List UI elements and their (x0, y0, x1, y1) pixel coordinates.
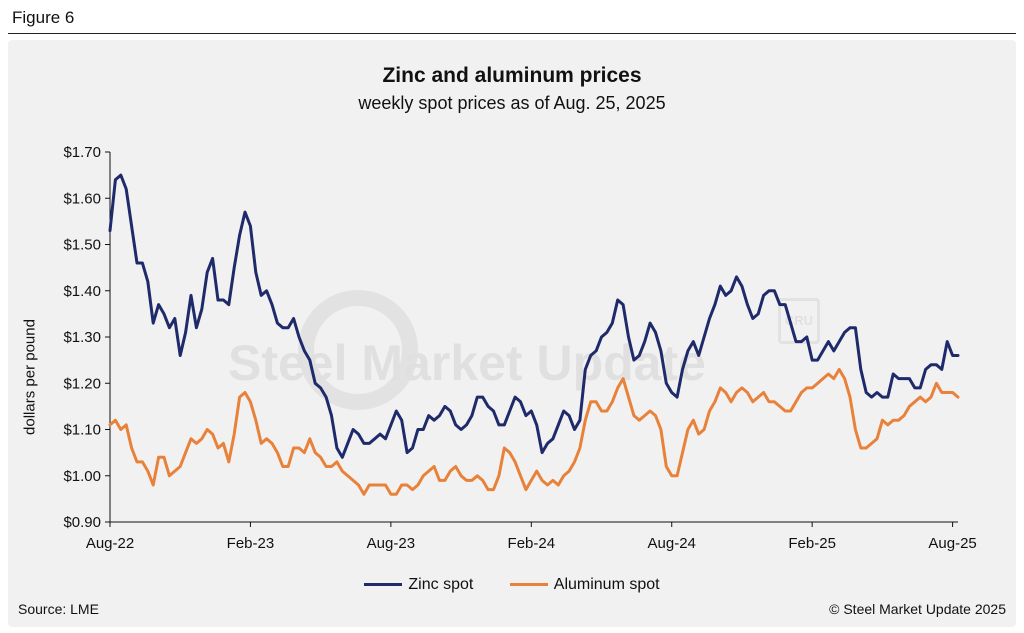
top-rule (8, 33, 1016, 34)
chart-subtitle: weekly spot prices as of Aug. 25, 2025 (358, 93, 666, 113)
legend-item-aluminum: Aluminum spot (509, 575, 660, 594)
y-tick-label: $1.70 (63, 144, 101, 161)
legend-item-zinc: Zinc spot (364, 576, 473, 594)
chart-title: Zinc and aluminum prices (382, 64, 642, 87)
y-tick-label: $1.00 (63, 468, 101, 485)
y-tick-label: $1.50 (63, 237, 101, 254)
y-tick-label: $1.40 (63, 283, 101, 300)
x-tick-label: Aug-25 (928, 535, 976, 552)
x-tick-label: Aug-24 (648, 535, 696, 552)
y-tick-label: $1.60 (63, 190, 101, 207)
series-line-zinc (108, 173, 960, 459)
y-tick-label: $1.10 (63, 422, 101, 439)
x-tick-label: Feb-23 (227, 535, 275, 552)
y-tick-label: $1.30 (63, 329, 101, 346)
y-tick-label: $0.90 (63, 514, 101, 531)
legend-label-zinc: Zinc spot (408, 575, 474, 593)
x-tick-label: Aug-23 (367, 535, 415, 552)
y-tick-label: $1.20 (63, 375, 101, 392)
x-tick-label: Feb-25 (788, 535, 836, 552)
x-tick-label: Aug-22 (86, 535, 134, 552)
legend-swatch-zinc (364, 583, 403, 586)
x-tick-label: Feb-24 (508, 535, 556, 552)
line-chart: $0.90 $1.00 $1.10 $1.20 $1.30 $1.40 $1.50 $1.60… (63, 144, 976, 552)
series-line-aluminum (108, 367, 960, 496)
legend-label-aluminum: Aluminum spot (553, 575, 660, 593)
legend-swatch-aluminum (509, 583, 548, 586)
chart-panel: Steel Market Update CRU Zinc and aluminu… (8, 40, 1016, 627)
source-note: Source: LME (18, 601, 99, 617)
figure-label: Figure 6 (12, 8, 75, 27)
legend: Zinc spot Aluminum spot (8, 573, 1016, 594)
copyright-note: © Steel Market Update 2025 (829, 601, 1006, 617)
